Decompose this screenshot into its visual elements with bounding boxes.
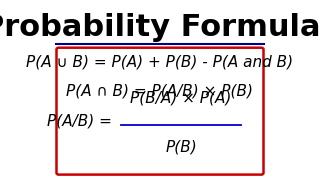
Text: P(A/B) =: P(A/B) = bbox=[47, 113, 117, 128]
Text: P(A ∩ B) = P(A/B) × P(B): P(A ∩ B) = P(A/B) × P(B) bbox=[67, 84, 253, 99]
Text: P(B/A) × P(A): P(B/A) × P(A) bbox=[131, 90, 232, 105]
FancyBboxPatch shape bbox=[57, 48, 263, 175]
Text: P(B): P(B) bbox=[165, 140, 197, 154]
Text: P(A ∪ B) = P(A) + P(B) - P(A and B): P(A ∪ B) = P(A) + P(B) - P(A and B) bbox=[27, 54, 293, 69]
Text: Probability Formulas: Probability Formulas bbox=[0, 13, 320, 42]
